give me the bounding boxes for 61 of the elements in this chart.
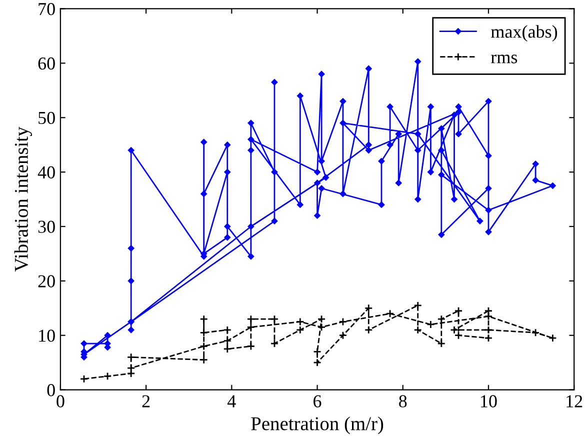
x-tick-label: 0 <box>56 395 64 408</box>
point <box>223 344 232 354</box>
x-tick-label: 2 <box>142 395 150 408</box>
point <box>80 374 88 384</box>
y-tick-label: 20 <box>38 275 55 288</box>
point <box>484 312 493 320</box>
point <box>437 339 446 348</box>
point <box>296 318 304 326</box>
point <box>338 331 348 340</box>
point <box>296 326 304 334</box>
point <box>414 326 422 334</box>
legend-label: max(abs) <box>491 25 558 42</box>
point <box>200 314 208 324</box>
point <box>200 328 208 337</box>
point <box>223 336 232 345</box>
x-axis-title: Penetration (m/r) <box>251 416 384 434</box>
point <box>270 314 279 324</box>
point <box>313 348 322 356</box>
x-tick-label: 4 <box>228 395 236 408</box>
point <box>531 328 540 337</box>
y-tick-label: 0 <box>47 384 55 396</box>
legend-label: rms <box>491 54 518 64</box>
point <box>364 304 373 312</box>
point <box>126 352 136 362</box>
point <box>223 326 232 334</box>
point <box>103 372 112 380</box>
point <box>246 323 256 332</box>
point <box>270 339 279 348</box>
point <box>126 364 136 372</box>
y-tick-label: 10 <box>39 330 55 342</box>
point <box>426 320 435 329</box>
point <box>414 301 422 310</box>
point <box>484 326 493 334</box>
point <box>386 309 394 318</box>
point <box>454 331 463 340</box>
point <box>548 334 557 342</box>
point <box>200 342 208 350</box>
y-tick-label: 30 <box>38 220 55 233</box>
x-tick-label: 8 <box>399 395 407 408</box>
point <box>200 356 208 364</box>
y-axis-title: Vibration intensity <box>14 126 32 272</box>
y-tick-label: 70 <box>38 2 55 16</box>
x-tick-label: 10 <box>481 395 497 408</box>
y-tick-label: 60 <box>38 57 55 70</box>
point <box>437 314 446 324</box>
point <box>450 326 458 334</box>
point <box>317 314 326 324</box>
point <box>313 358 322 367</box>
point <box>126 369 136 378</box>
x-tick-label: 6 <box>314 395 322 408</box>
y-tick-label: 50 <box>38 112 55 124</box>
point <box>317 323 326 332</box>
point <box>454 306 463 316</box>
point <box>246 342 256 350</box>
x-tick-label: 12 <box>566 395 582 408</box>
point <box>484 306 493 316</box>
point <box>338 318 348 326</box>
point <box>364 326 373 334</box>
point <box>246 314 256 324</box>
y-tick-label: 40 <box>38 166 55 178</box>
point <box>484 334 493 342</box>
